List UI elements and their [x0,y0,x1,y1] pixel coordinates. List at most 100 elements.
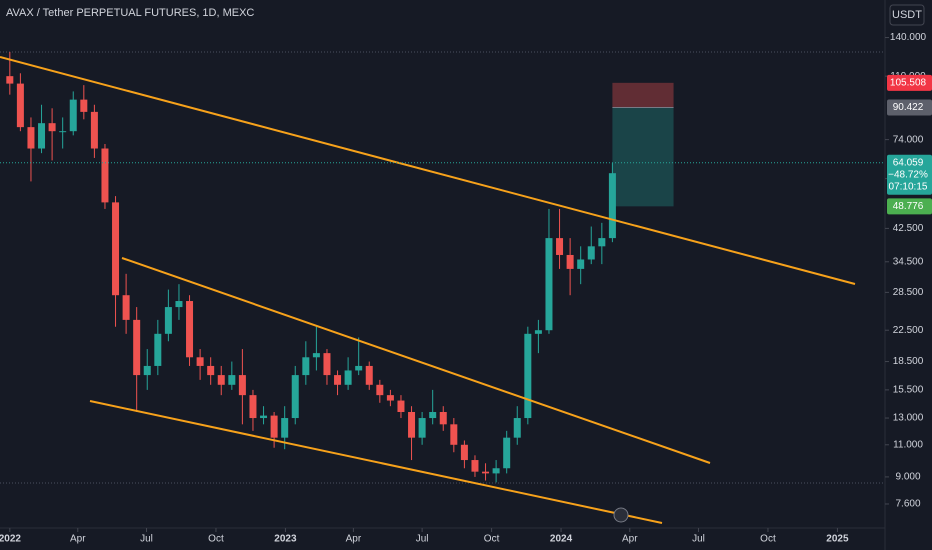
x-tick-label: 2025 [826,534,849,545]
candle-body [450,424,458,445]
y-tick-label: 7.600 [895,499,920,510]
entry-label-box [887,99,932,116]
trendline [89,400,663,524]
x-tick-label: 2022 [0,534,21,545]
trendline [121,257,711,464]
candle-body [323,353,331,376]
candle-body [397,400,405,412]
y-tick-label: 18.500 [893,356,924,367]
candle-body [365,365,373,385]
candle-body [207,365,215,376]
currency-button[interactable] [889,4,925,26]
target-label-box [887,198,932,215]
candle-body [513,418,521,438]
last-price-box [887,154,932,195]
candle-body [175,301,183,308]
candle-body [217,375,225,385]
candle-body [260,415,268,419]
candle-body [228,375,236,385]
y-tick-label: 11.000 [893,439,923,450]
chart-title: AVAX / Tether PERPETUAL FUTURES, 1D, MEX… [6,7,254,19]
x-tick-label: Oct [484,534,500,545]
candle-body [281,418,289,438]
candle-body [471,460,479,472]
candle-body [376,384,384,396]
entry-label: 90.422 [893,102,924,113]
candle-body [90,111,98,149]
candle-body [101,148,109,203]
countdown-label: 07:10:15 [889,181,928,192]
target-label: 48.776 [893,201,924,212]
x-tick-label: 2024 [550,534,573,545]
last-change-label: −48.72% [888,169,928,180]
candle-body [302,357,310,376]
event-icon[interactable] [613,507,629,523]
x-tick-label: Oct [760,534,776,545]
candle-body [566,254,574,269]
candle-body [503,437,511,469]
candle-body [122,295,130,320]
candle-body [386,395,394,401]
candle-body [249,395,257,419]
candle-body [196,357,204,366]
candle-body [312,353,320,358]
candle-body [418,418,426,438]
y-tick-label: 9.000 [895,472,920,483]
candle-body [439,411,447,425]
y-tick-label: 34.500 [893,256,924,267]
candle-body [69,99,77,132]
candle-body [429,411,437,419]
candle-body [6,76,14,84]
candle-body [534,330,542,334]
candle-body [38,123,46,149]
y-tick-label: 13.000 [893,413,924,424]
x-tick-label: Oct [208,534,224,545]
candle-body [186,301,194,358]
candle-body [16,83,24,128]
candle-body [492,468,500,474]
candle-body [48,123,56,132]
last-price-label: 64.059 [893,157,924,168]
stop-zone [612,82,674,108]
candle-body [577,259,585,269]
stop-label: 105.508 [890,77,927,88]
x-tick-label: 2023 [274,534,297,545]
candle-body [460,444,468,461]
x-tick-label: Jul [140,534,153,545]
candles [6,51,616,483]
candle-body [482,471,490,474]
candle-body [59,131,67,133]
x-tick-label: Apr [622,534,638,545]
candle-body [80,99,88,112]
candle-body [556,238,564,255]
y-tick-label: 22.500 [893,325,924,336]
candle-body [291,375,299,419]
x-tick-label: Jul [416,534,429,545]
candle-body [143,365,151,376]
candle-body [334,375,342,385]
candle-body [598,238,606,247]
candle-body [408,411,416,438]
y-tick-label: 42.500 [893,223,924,234]
candle-body [133,319,141,376]
y-tick-label: 74.000 [893,134,924,145]
candle-body [524,333,532,419]
candle-body [608,173,616,239]
candle-body [164,307,172,334]
candle-body [545,238,553,331]
candle-body [270,415,278,438]
candle-body [27,127,35,149]
candle-body [355,365,363,371]
y-tick-label: 28.500 [893,287,924,298]
y-tick-label: 15.500 [893,385,924,396]
x-tick-label: Apr [346,534,362,545]
x-tick-label: Jul [692,534,705,545]
candle-body [154,333,162,366]
currency-label: USDT [892,9,922,21]
candle-body [587,246,595,260]
y-tick-label: 140.000 [890,32,927,43]
candle-body [238,375,246,396]
candle-body [112,202,120,296]
